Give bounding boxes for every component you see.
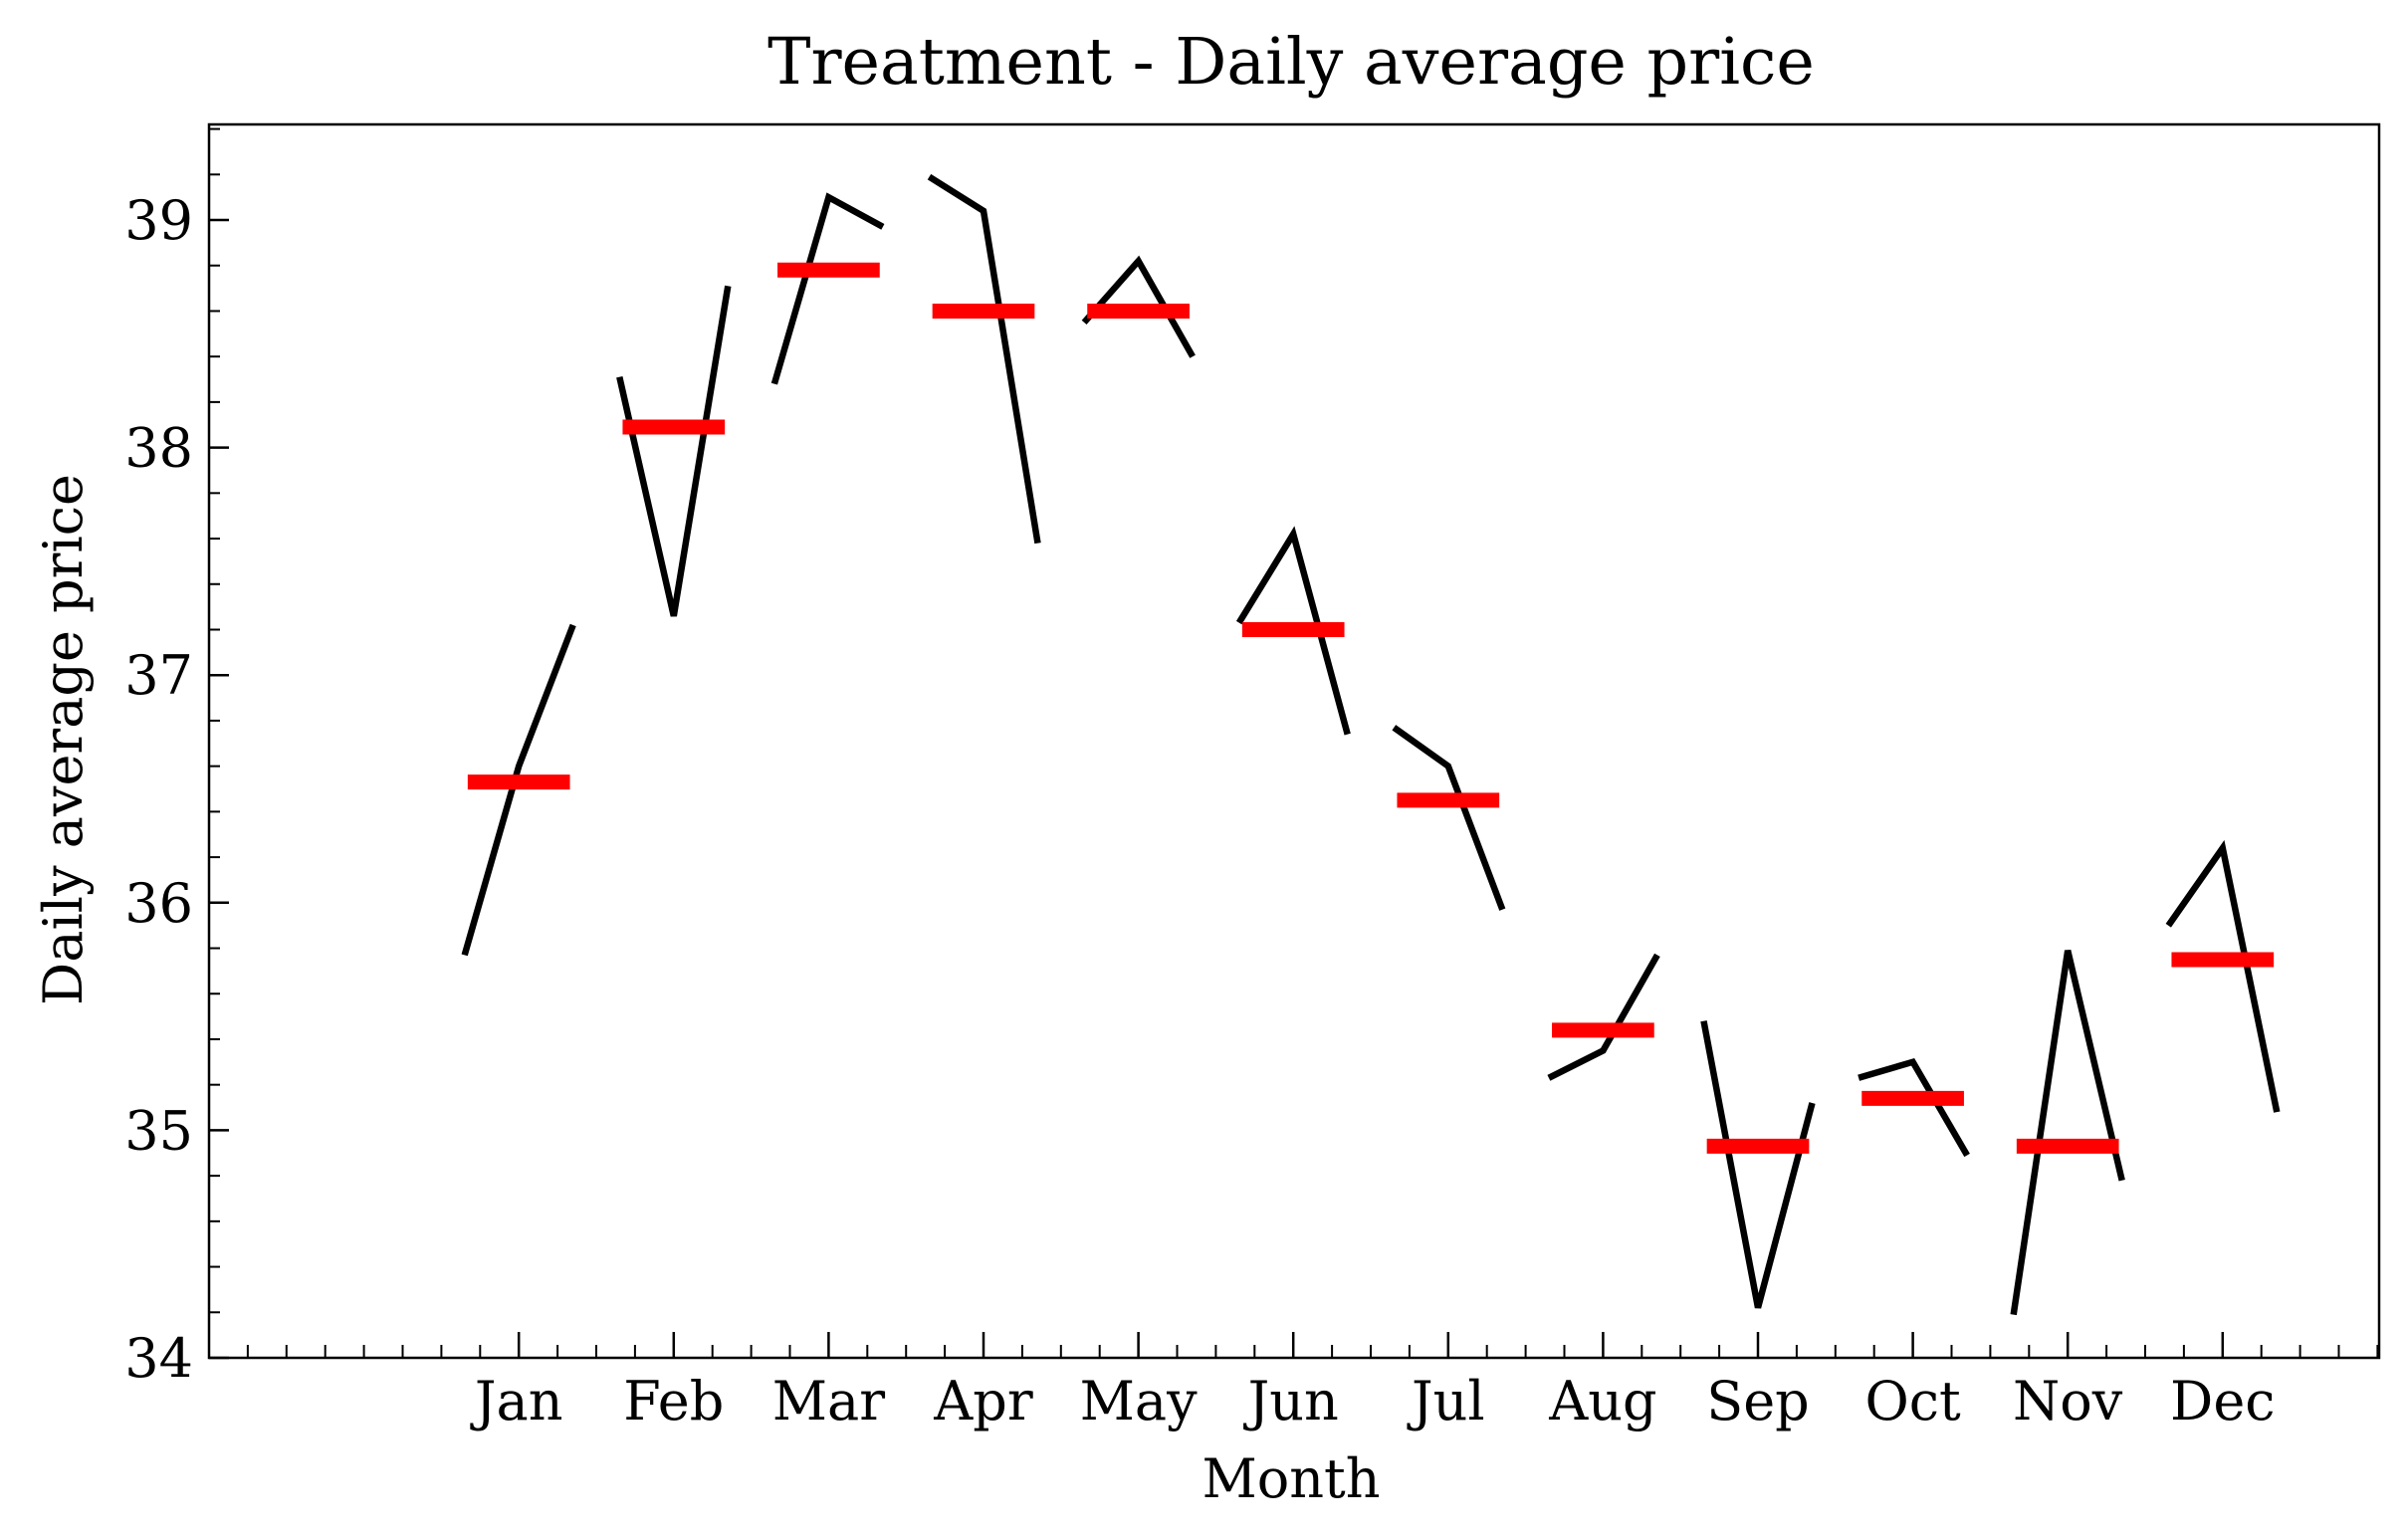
x-tick-label: Mar — [772, 1370, 885, 1432]
x-tick-label: Dec — [2170, 1370, 2276, 1432]
month-price-line — [1547, 953, 1660, 1081]
x-tick-label: Sep — [1706, 1370, 1810, 1432]
month-price-line — [1700, 1020, 1816, 1309]
x-tick-label: Jan — [470, 1370, 563, 1432]
y-axis-label: Daily average price — [32, 474, 95, 1005]
chart-title: Treatment - Daily average price — [767, 25, 1815, 100]
x-tick-label: Nov — [2013, 1370, 2123, 1432]
x-tick-label: Jun — [1243, 1370, 1339, 1432]
x-tick-label: Aug — [1548, 1370, 1656, 1432]
plot-area: 34 35 36 37 38 39 Jan Feb Mar Apr May Jun Jul Aug Sep O… — [124, 122, 2381, 1432]
y-tick-label: 38 — [124, 417, 193, 480]
month-price-line — [2165, 839, 2281, 1113]
x-tick-label: Apr — [933, 1370, 1033, 1432]
y-tick-label: 35 — [124, 1099, 193, 1162]
x-tick-label: Oct — [1864, 1370, 1961, 1432]
x-axis-label: Month — [1202, 1447, 1380, 1510]
month-price-line — [1858, 1057, 1970, 1158]
month-price-line — [927, 173, 1041, 545]
plot-frame — [207, 122, 2381, 1360]
y-tick-label: 34 — [124, 1327, 193, 1390]
y-tick-label: 39 — [124, 189, 193, 252]
y-tick-label: 37 — [124, 644, 193, 707]
x-tick-label: Jul — [1407, 1370, 1485, 1432]
month-price-line — [2010, 950, 2125, 1316]
y-tick-label: 36 — [124, 872, 193, 935]
x-tick-label: May — [1080, 1370, 1198, 1432]
month-price-line — [1081, 255, 1196, 358]
month-price-line — [770, 192, 885, 385]
month-price-line — [461, 623, 576, 957]
x-tick-label: Feb — [623, 1370, 724, 1432]
month-price-line — [1235, 526, 1351, 736]
month-price-line — [616, 285, 732, 617]
month-price-line — [1392, 725, 1506, 911]
